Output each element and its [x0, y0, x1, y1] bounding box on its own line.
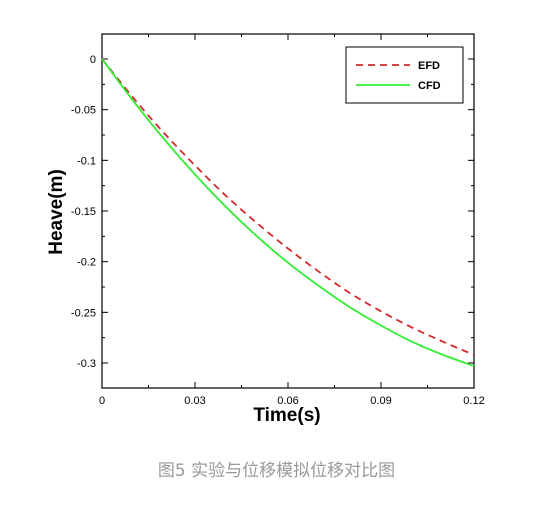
legend-label-efd: EFD	[418, 60, 440, 72]
y-tick-label: 0	[90, 54, 96, 66]
figure-caption: 图5 实验与位移模拟位移对比图	[157, 461, 396, 481]
y-tick-label: -0.25	[71, 307, 96, 319]
x-tick-label: 0.09	[370, 395, 391, 407]
x-tick-label: 0.06	[277, 395, 298, 407]
x-axis-title: Time(s)	[253, 405, 320, 426]
legend-label-cfd: CFD	[418, 80, 441, 92]
legend-box	[345, 46, 464, 104]
axes: 0 0.03 0.06 0.09 0.12 0 -0.05 -0.1 -0.15 -0.2 -0.2…	[71, 33, 485, 407]
y-axis-title: Heave(m)	[46, 169, 67, 255]
y-tick-label: -0.15	[71, 206, 96, 218]
series-line-cfd	[101, 58, 475, 367]
x-tick-label: 0	[99, 395, 105, 407]
x-tick-label: 0.03	[184, 395, 205, 407]
y-tick-label: -0.2	[77, 257, 96, 269]
y-tick-label: -0.05	[71, 105, 96, 117]
series-line-efd	[101, 58, 475, 356]
y-tick-label: -0.3	[77, 358, 96, 370]
legend: EFD CFD	[345, 46, 464, 104]
series-layer	[101, 58, 475, 367]
y-tick-label: -0.1	[77, 155, 96, 167]
x-tick-label: 0.12	[463, 395, 484, 407]
